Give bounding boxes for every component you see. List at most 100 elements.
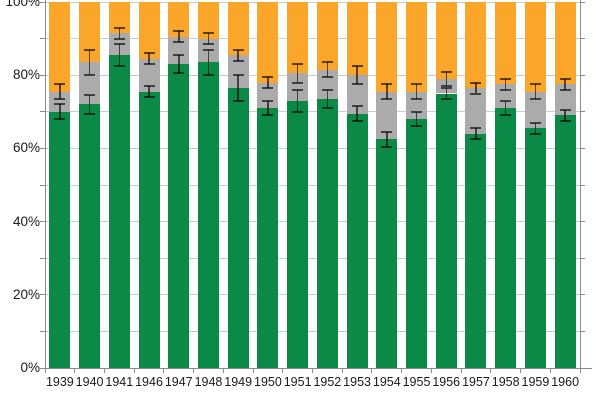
x-tick-17 (549, 369, 551, 373)
error-bar-green-top-1958-cap-top (500, 99, 512, 102)
error-bar-green-top-1940-stem (88, 95, 91, 114)
x-axis-label-1948: 1948 (194, 375, 223, 389)
x-tick-15 (490, 369, 492, 373)
bar-1949-green (227, 88, 249, 368)
bar-1948-orange (197, 2, 219, 39)
error-bar-gray-top-1948-cap-top (202, 32, 214, 35)
bar-1939-orange (49, 2, 71, 92)
error-bar-green-top-1955-stem (415, 111, 418, 127)
error-bar-green-top-1956-cap-top (440, 87, 452, 89)
gridline-20pct (45, 294, 580, 296)
bar-1954-orange (376, 2, 398, 92)
error-bar-green-top-1953-stem (356, 106, 358, 121)
gridline-30pct (45, 257, 580, 259)
bar-1947-gray (168, 36, 190, 65)
y-tick-left-70 (40, 111, 45, 113)
error-bar-gray-top-1946-stem (148, 53, 150, 65)
error-bar-green-top-1950-stem (267, 100, 269, 116)
error-bar-gray-top-1941-cap-bottom (113, 37, 125, 40)
error-bar-gray-top-1952-cap-top (321, 61, 333, 64)
bar-1951-gray (287, 73, 309, 101)
error-bar-gray-top-1939-stem (59, 84, 61, 99)
bar-1959-orange (524, 2, 546, 92)
error-bar-gray-top-1939-cap-bottom (54, 97, 66, 100)
error-bar-gray-top-1946-cap-top (143, 52, 155, 55)
error-bar-gray-top-1959-stem (534, 84, 537, 99)
y-axis-right (579, 0, 581, 368)
x-tick-12 (401, 369, 403, 373)
gridline-80pct (45, 74, 580, 76)
error-bar-green-top-1955-cap-top (411, 110, 423, 113)
error-bar-gray-top-1955-cap-top (411, 83, 423, 86)
error-bar-gray-top-1949-cap-bottom (232, 59, 244, 62)
error-bar-gray-top-1940-stem (88, 49, 91, 76)
error-bar-green-top-1947-stem (178, 55, 180, 74)
error-bar-gray-top-1958-stem (504, 78, 507, 90)
y-tick-right-80 (580, 74, 585, 76)
error-bar-gray-top-1958-cap-bottom (500, 88, 512, 91)
y-tick-right-0 (580, 367, 585, 369)
error-bar-green-top-1957-cap-top (470, 127, 482, 130)
error-bar-gray-top-1947-stem (178, 31, 180, 43)
y-tick-left-20 (40, 294, 45, 296)
y-tick-left-50 (40, 184, 45, 186)
x-axis-label-1954: 1954 (372, 375, 401, 389)
y-axis-label-80pct: 80% (12, 67, 40, 83)
error-bar-green-top-1941-stem (118, 44, 121, 67)
bar-1951-green (287, 100, 309, 368)
y-tick-right-40 (580, 221, 585, 223)
bar-1939-green (49, 111, 71, 368)
error-bar-gray-top-1951-cap-top (292, 63, 304, 66)
bar-1953-green (346, 113, 368, 368)
x-tick-7 (252, 369, 254, 373)
error-bar-green-top-1949-cap-bottom (232, 99, 244, 102)
bar-1954-green (376, 139, 398, 368)
error-bar-gray-top-1947-cap-top (173, 30, 185, 33)
error-bar-green-top-1950-cap-top (262, 99, 274, 102)
error-bar-green-top-1950-cap-bottom (262, 114, 274, 117)
y-axis-label-60pct: 60% (12, 140, 40, 156)
y-tick-left-90 (40, 38, 45, 40)
error-bar-green-top-1951-cap-top (292, 88, 304, 91)
error-bar-green-top-1952-stem (326, 89, 329, 109)
error-bar-green-top-1946-stem (148, 86, 150, 98)
error-bar-gray-top-1940-cap-top (84, 48, 96, 51)
bar-1959-gray (524, 91, 546, 129)
x-axis-label-1949: 1949 (224, 375, 253, 389)
error-bar-gray-top-1953-cap-top (351, 65, 363, 68)
error-bar-green-top-1960-cap-top (559, 108, 571, 111)
x-axis-label-1953: 1953 (343, 375, 371, 389)
y-tick-right-20 (580, 294, 585, 296)
y-tick-right-70 (580, 111, 585, 113)
x-tick-16 (520, 369, 522, 373)
error-bar-green-top-1955-cap-bottom (411, 125, 423, 128)
error-bar-gray-top-1953-stem (356, 66, 358, 85)
bar-1949-gray (227, 55, 249, 88)
gridline-70pct (45, 111, 580, 113)
y-axis-label-0pct: 0% (20, 360, 40, 375)
x-tick-13 (430, 369, 432, 373)
error-bar-green-top-1940-cap-top (84, 94, 96, 97)
error-bar-green-top-1946-cap-bottom (143, 96, 155, 99)
bar-1949-orange (227, 2, 249, 56)
bar-1958-green (495, 108, 517, 368)
y-tick-left-60 (40, 147, 45, 149)
bar-1940-gray (79, 62, 101, 105)
error-bar-gray-top-1940-cap-bottom (84, 74, 96, 77)
x-axis-label-1957: 1957 (462, 375, 490, 389)
error-bar-gray-top-1947-cap-bottom (173, 41, 185, 44)
error-bar-green-top-1948-cap-top (202, 48, 214, 51)
error-bar-gray-top-1959-cap-top (529, 83, 541, 86)
bar-1956-orange (435, 2, 457, 79)
error-bar-gray-top-1950-cap-bottom (262, 87, 274, 89)
gridline-40pct (45, 221, 580, 223)
y-tick-right-90 (580, 38, 585, 40)
x-axis-label-1958: 1958 (491, 375, 520, 389)
error-bar-green-top-1960-stem (564, 109, 566, 121)
error-bar-gray-top-1948-cap-bottom (202, 43, 214, 46)
bar-1953-orange (346, 2, 368, 76)
error-bar-green-top-1941-cap-bottom (113, 65, 125, 68)
error-bar-green-top-1939-stem (59, 104, 61, 120)
y-tick-left-30 (40, 257, 45, 259)
x-axis-label-1941: 1941 (105, 375, 134, 389)
